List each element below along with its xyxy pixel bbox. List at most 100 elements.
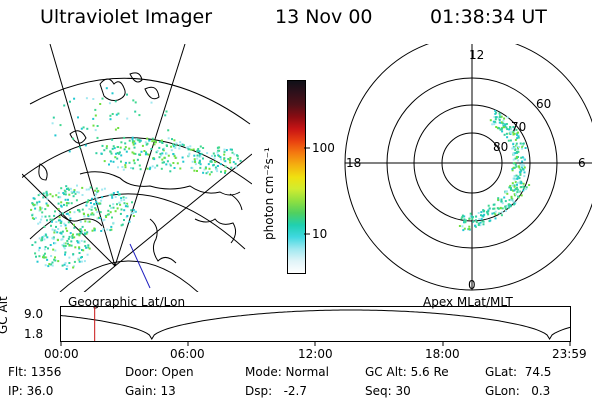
- aurora-pixel: [124, 166, 127, 169]
- aurora-pixel: [89, 186, 92, 189]
- aurora-pixel: [513, 132, 516, 135]
- aurora-pixel: [517, 175, 520, 178]
- aurora-pixel: [42, 192, 45, 195]
- aurora-pixel: [52, 116, 55, 119]
- aurora-pixel: [188, 152, 191, 155]
- aurora-pixel: [53, 231, 56, 234]
- aurora-pixel: [516, 181, 519, 184]
- aurora-pixel: [481, 220, 484, 223]
- aurora-pixel: [106, 228, 109, 231]
- aurora-pixel: [112, 206, 115, 209]
- aurora-pixel: [131, 140, 134, 143]
- aurora-pixel: [34, 252, 37, 255]
- aurora-pixel: [514, 149, 517, 151]
- aurora-pixel: [138, 140, 141, 143]
- aurora-pixel: [165, 152, 168, 155]
- aurora-pixel: [461, 214, 464, 217]
- aurora-pixel: [521, 163, 524, 166]
- aurora-pixel: [93, 203, 96, 206]
- aurora-pixel: [509, 203, 512, 206]
- aurora-pixel: [193, 158, 196, 161]
- aurora-pixel: [523, 158, 526, 161]
- aurora-pixel: [81, 225, 84, 228]
- aurora-pixel: [83, 233, 86, 236]
- aurora-pixel: [117, 112, 120, 115]
- aurora-pixel: [139, 139, 142, 142]
- aurora-pixel: [154, 166, 157, 169]
- aurora-pixel: [81, 194, 84, 196]
- aurora-pixel: [74, 246, 77, 249]
- aurora-pixel: [51, 261, 54, 264]
- aurora-pixel: [514, 188, 517, 191]
- aurora-pixel: [81, 208, 84, 211]
- aurora-pixel: [62, 244, 65, 247]
- aurora-pixel: [37, 222, 40, 225]
- aurora-pixel: [49, 244, 52, 246]
- aurora-pixel: [192, 148, 195, 151]
- aurora-pixel: [462, 229, 465, 232]
- aurora-pixel: [65, 268, 68, 270]
- aurora-pixel: [51, 264, 54, 267]
- aurora-pixel: [513, 175, 516, 177]
- aurora-pixel: [60, 201, 63, 204]
- aurora-pixel: [525, 188, 528, 191]
- aurora-pixel: [72, 265, 75, 268]
- aurora-pixel: [504, 200, 507, 203]
- aurora-pixel: [44, 252, 46, 255]
- aurora-pixel: [231, 151, 234, 154]
- aurora-pixel: [514, 157, 517, 160]
- lon-line: [83, 265, 116, 292]
- aurora-pixel: [78, 234, 81, 237]
- aurora-pixel: [80, 260, 83, 263]
- aurora-pixel: [170, 145, 173, 148]
- aurora-pixel: [477, 212, 480, 214]
- aurora-pixel: [86, 231, 89, 234]
- ground-track: [129, 243, 151, 289]
- aurora-pixel: [146, 137, 149, 140]
- aurora-pixel: [156, 149, 159, 152]
- aurora-pixel: [224, 171, 226, 174]
- aurora-pixel: [158, 156, 161, 159]
- aurora-pixel: [76, 233, 79, 236]
- aurora-pixel: [209, 160, 212, 163]
- aurora-pixel: [515, 155, 518, 158]
- aurora-pixel: [517, 190, 520, 193]
- aurora-pixel: [161, 161, 164, 164]
- aurora-pixel: [219, 163, 222, 166]
- aurora-pixel: [124, 146, 127, 149]
- aurora-pixel: [117, 127, 120, 129]
- aurora-pixel: [147, 153, 150, 156]
- aurora-pixel: [112, 145, 115, 148]
- aurora-pixel: [114, 128, 117, 131]
- aurora-pixel: [501, 202, 504, 205]
- aurora-pixel: [200, 152, 203, 155]
- aurora-pixel: [99, 103, 102, 105]
- aurora-pixel: [134, 101, 137, 104]
- aurora-pixel: [196, 150, 199, 153]
- aurora-pixel: [516, 191, 519, 194]
- aurora-pixel: [495, 111, 498, 114]
- aurora-pixel: [95, 208, 98, 211]
- aurora-pixel: [61, 212, 64, 215]
- aurora-pixel: [223, 148, 226, 151]
- aurora-pixel: [58, 216, 61, 219]
- aurora-pixel: [162, 148, 164, 151]
- aurora-pixel: [66, 242, 69, 245]
- aurora-pixel: [153, 143, 156, 146]
- time-tick-2359: 23:59: [552, 347, 587, 361]
- aurora-pixel: [58, 219, 61, 222]
- aurora-pixel: [161, 158, 164, 161]
- aurora-pixel: [100, 152, 103, 155]
- aurora-pixel: [91, 206, 94, 209]
- aurora-pixel: [131, 138, 134, 141]
- aurora-pixel: [36, 260, 39, 263]
- aurora-pixel: [39, 221, 42, 224]
- aurora-pixel: [124, 205, 127, 208]
- aurora-pixel: [520, 182, 523, 184]
- aurora-pixel: [508, 186, 511, 189]
- aurora-pixel: [36, 203, 39, 206]
- aurora-pixel: [468, 228, 471, 230]
- aurora-pixel: [64, 251, 67, 254]
- aurora-pixel: [234, 162, 237, 165]
- aurora-pixel: [198, 159, 201, 162]
